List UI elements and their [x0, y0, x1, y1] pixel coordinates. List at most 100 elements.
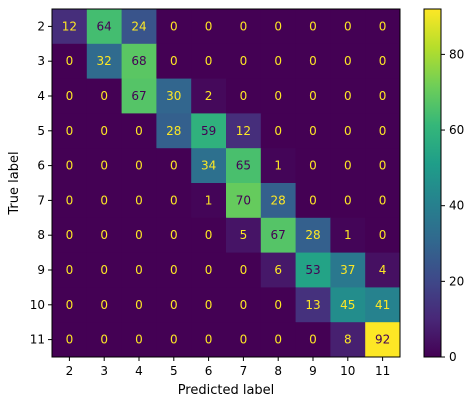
heatmap-cell	[86, 322, 123, 358]
heatmap-cell	[295, 43, 331, 80]
cell-value-label: 0	[344, 193, 352, 207]
cell-value-label: 0	[170, 333, 178, 347]
heatmap-cell	[156, 113, 192, 149]
cell-value-label: 28	[271, 193, 286, 207]
heatmap-cell	[295, 217, 331, 254]
y-tick-label: 8	[37, 228, 45, 242]
cell-value-label: 34	[201, 159, 216, 173]
x-tick-label: 2	[66, 364, 74, 378]
y-tick-label: 6	[37, 159, 45, 173]
heatmap-cell	[295, 148, 331, 184]
heatmap-cell	[226, 252, 262, 288]
cell-value-label: 28	[166, 124, 181, 138]
cell-value-label: 0	[240, 298, 248, 312]
heatmap-cell	[295, 183, 331, 219]
cell-value-label: 0	[100, 333, 108, 347]
x-tick-label: 11	[375, 364, 390, 378]
cell-value-label: 0	[100, 159, 108, 173]
heatmap-cell	[191, 322, 227, 358]
heatmap-cell	[191, 113, 227, 149]
cell-value-label: 45	[340, 298, 355, 312]
cell-value-label: 0	[66, 228, 74, 242]
cell-value-label: 0	[205, 19, 213, 33]
heatmap-cell	[86, 287, 123, 323]
heatmap-cell	[295, 9, 331, 45]
cell-value-label: 0	[240, 89, 248, 103]
cell-value-label: 0	[309, 54, 317, 68]
colorbar-tick-label: 60	[449, 123, 464, 137]
cell-value-label: 2	[205, 89, 213, 103]
heatmap-cell	[121, 9, 157, 45]
heatmap-cell	[330, 217, 366, 254]
cell-value-label: 0	[100, 263, 108, 277]
heatmap-cell	[156, 183, 192, 219]
x-tick-label: 10	[340, 364, 355, 378]
cell-value-label: 41	[375, 298, 390, 312]
colorbar-gradient	[424, 9, 441, 357]
cell-value-label: 0	[240, 333, 248, 347]
heatmap-cell	[330, 9, 366, 45]
heatmap-cell	[191, 183, 227, 219]
heatmap-cell	[156, 78, 192, 114]
cell-value-label: 4	[379, 263, 387, 277]
heatmap-cell	[121, 322, 157, 358]
cell-value-label: 0	[66, 333, 74, 347]
x-tick-label: 6	[205, 364, 213, 378]
cell-value-label: 92	[375, 333, 390, 347]
cell-value-label: 30	[166, 89, 181, 103]
heatmap-cell	[86, 252, 123, 288]
x-tick-label: 8	[274, 364, 282, 378]
cell-value-label: 0	[170, 54, 178, 68]
cell-value-label: 0	[309, 159, 317, 173]
heatmap-cell	[330, 113, 366, 149]
heatmap-cell	[226, 322, 262, 358]
x-axis-title: Predicted label	[178, 383, 275, 398]
heatmap-cell	[330, 252, 366, 288]
cell-value-label: 0	[379, 54, 387, 68]
cell-value-label: 0	[66, 124, 74, 138]
heatmap-cell	[52, 78, 88, 114]
heatmap-cell	[365, 43, 401, 80]
cell-value-label: 59	[201, 124, 216, 138]
cell-value-label: 0	[170, 19, 178, 33]
cell-value-label: 0	[344, 159, 352, 173]
cell-value-label: 32	[97, 54, 112, 68]
heatmap-cell	[121, 113, 157, 149]
cell-value-label: 0	[344, 19, 352, 33]
cell-value-label: 0	[379, 124, 387, 138]
cell-value-label: 68	[131, 54, 146, 68]
x-tick-label: 9	[309, 364, 317, 378]
cell-value-label: 0	[309, 89, 317, 103]
cell-value-label: 0	[205, 228, 213, 242]
plot-frame	[51, 8, 401, 358]
y-tick-label: 5	[37, 124, 45, 138]
cell-value-label: 0	[66, 159, 74, 173]
y-axis: 2 3 4 5 6 7 8 9 10 11	[30, 19, 52, 347]
heatmap-cell	[86, 78, 123, 114]
cell-value-label: 0	[135, 124, 143, 138]
colorbar-frame	[423, 8, 442, 358]
cell-value-label: 0	[379, 159, 387, 173]
heatmap-cell	[260, 322, 297, 358]
cell-value-label: 0	[100, 124, 108, 138]
cell-value-label: 0	[170, 159, 178, 173]
cell-value-label: 0	[344, 54, 352, 68]
cell-value-label: 0	[66, 298, 74, 312]
cell-value-label: 0	[66, 263, 74, 277]
cell-value-label: 0	[135, 333, 143, 347]
cell-value-label: 0	[309, 193, 317, 207]
cell-value-label: 0	[170, 298, 178, 312]
heatmap-cell	[156, 252, 192, 288]
cell-value-label: 0	[135, 193, 143, 207]
heatmap-cell	[330, 148, 366, 184]
y-tick-label: 4	[37, 89, 45, 103]
cell-value-label: 0	[205, 298, 213, 312]
heatmap-cell	[226, 78, 262, 114]
cell-value-label: 0	[240, 54, 248, 68]
heatmap-cell	[191, 287, 227, 323]
cell-value-label: 0	[170, 263, 178, 277]
colorbar-tick-label: 40	[449, 199, 464, 213]
heatmap-cell	[226, 9, 262, 45]
heatmap-cell	[52, 252, 88, 288]
y-tick-label: 2	[37, 19, 45, 33]
